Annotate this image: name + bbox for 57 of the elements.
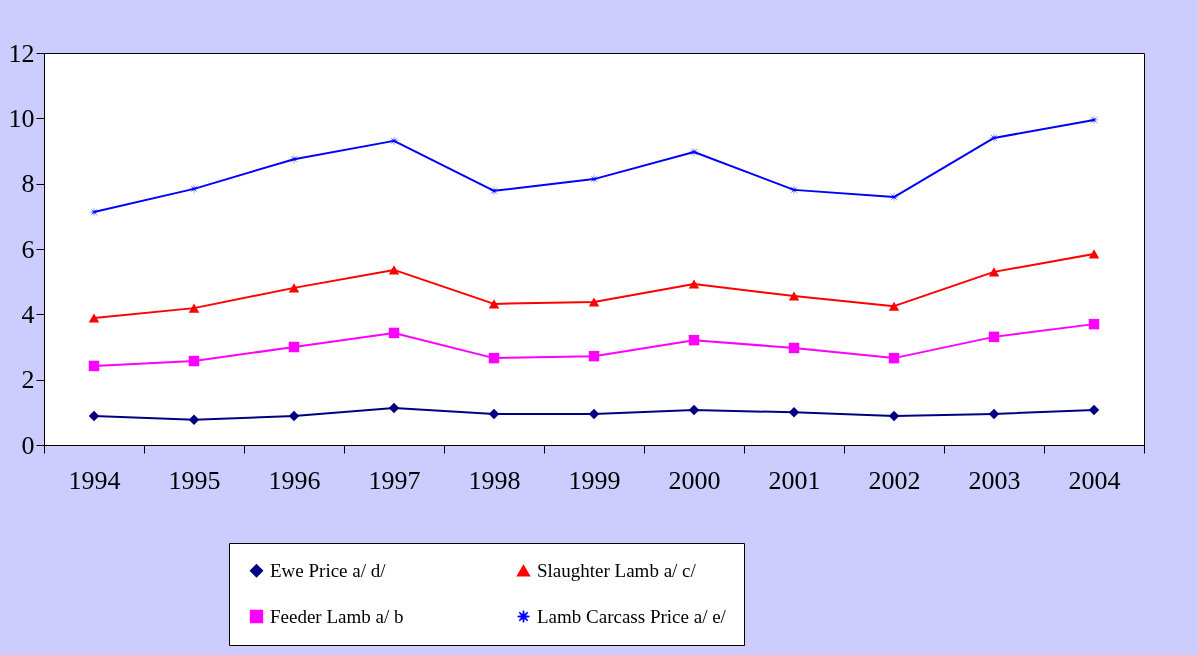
- point: [288, 283, 300, 293]
- point: [488, 299, 500, 309]
- point: [1088, 318, 1100, 330]
- x-tick-label: 2001: [768, 465, 821, 495]
- point: [888, 410, 900, 422]
- y-tick-label: 4: [21, 299, 35, 329]
- point: [488, 408, 500, 420]
- point: [788, 291, 800, 301]
- point: [88, 410, 100, 422]
- y-tick-label: 8: [21, 169, 35, 199]
- point: [488, 352, 500, 364]
- point: [688, 334, 700, 346]
- point: [388, 402, 400, 414]
- x-tick-label: 2004: [1068, 465, 1121, 495]
- point: [188, 355, 200, 367]
- legend-label: Feeder Lamb a/ b: [270, 605, 404, 627]
- point: [988, 408, 1000, 420]
- x-tick-label: 1997: [368, 465, 421, 495]
- y-tick-label: 6: [21, 234, 35, 264]
- point: [588, 408, 600, 420]
- point: [888, 352, 900, 364]
- x-tick-label: 1999: [568, 465, 621, 495]
- x-tick-label: 1998: [468, 465, 521, 495]
- point: [588, 297, 600, 307]
- point: [1088, 114, 1100, 126]
- point: [288, 410, 300, 422]
- y-tick-label: 12: [8, 38, 35, 68]
- point: [988, 267, 1000, 277]
- point: [288, 341, 300, 353]
- point: [88, 313, 100, 323]
- legend-label: Ewe Price a/ d/: [270, 559, 387, 581]
- legend-label: Slaughter Lamb a/ c/: [537, 559, 697, 581]
- legend-label: Lamb Carcass Price a/ e/: [537, 605, 727, 627]
- point: [788, 342, 800, 354]
- x-tick-label: 2002: [868, 465, 921, 495]
- point: [688, 404, 700, 416]
- y-tick-label: 10: [8, 103, 35, 133]
- x-tick-label: 1996: [268, 465, 321, 495]
- point: [688, 279, 700, 289]
- x-tick-label: 1994: [68, 465, 121, 495]
- x-tick-label: 2000: [668, 465, 721, 495]
- point: [688, 146, 700, 158]
- point: [1088, 249, 1100, 259]
- point: [388, 265, 400, 275]
- point: [888, 301, 900, 311]
- point: [388, 327, 400, 339]
- x-tick-label: 1995: [168, 465, 221, 495]
- point: [188, 414, 200, 426]
- x-tick-label: 2003: [968, 465, 1021, 495]
- point: [88, 360, 100, 372]
- y-tick-label: 2: [21, 365, 35, 395]
- point: [188, 303, 200, 313]
- point: [588, 350, 600, 362]
- y-tick-label: 0: [21, 430, 35, 460]
- point: [788, 407, 800, 418]
- point: [1088, 404, 1100, 416]
- point: [988, 331, 1000, 343]
